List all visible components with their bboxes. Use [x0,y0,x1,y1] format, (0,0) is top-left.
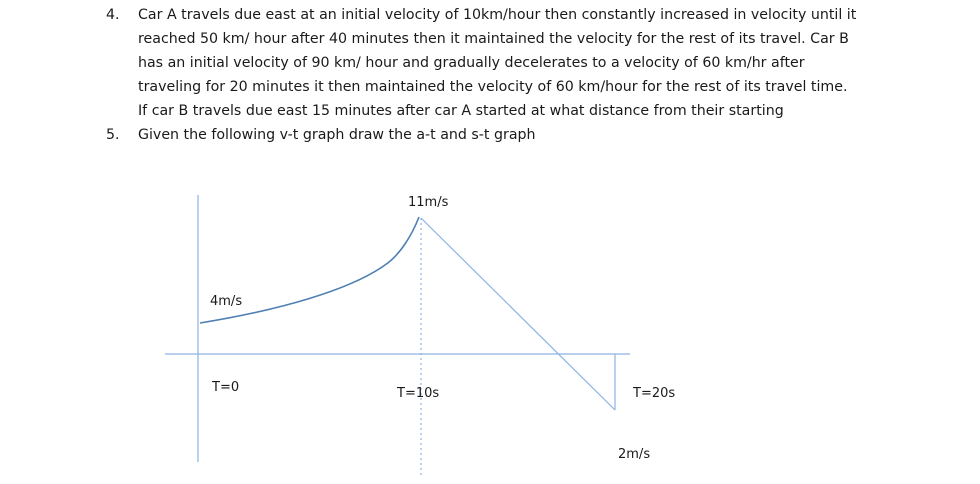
label-v-final: 2m/s [618,447,650,462]
label-v-initial: 4m/s [210,294,242,309]
problem-4-line-1: Car A travels due east at an initial vel… [138,7,857,23]
label-t-mid: T=10s [396,386,439,401]
problem-4-line-3: has an initial velocity of 90 km/ hour a… [138,55,805,71]
problem-4-line-4: traveling for 20 minutes it then maintai… [138,79,848,95]
label-t-start: T=0 [211,380,239,395]
problem-4-line-5: If car B travels due east 15 minutes aft… [138,103,784,119]
problem-4-number: 4. [106,7,120,23]
problem-5-number: 5. [106,127,120,143]
problem-5-line-1: Given the following v-t graph draw the a… [138,127,536,143]
problem-4-line-2: reached 50 km/ hour after 40 minutes the… [138,31,849,47]
label-t-end: T=20s [632,386,675,401]
label-v-peak: 11m/s [408,195,449,210]
deceleration-line [420,217,616,411]
acceleration-curve [199,216,420,324]
